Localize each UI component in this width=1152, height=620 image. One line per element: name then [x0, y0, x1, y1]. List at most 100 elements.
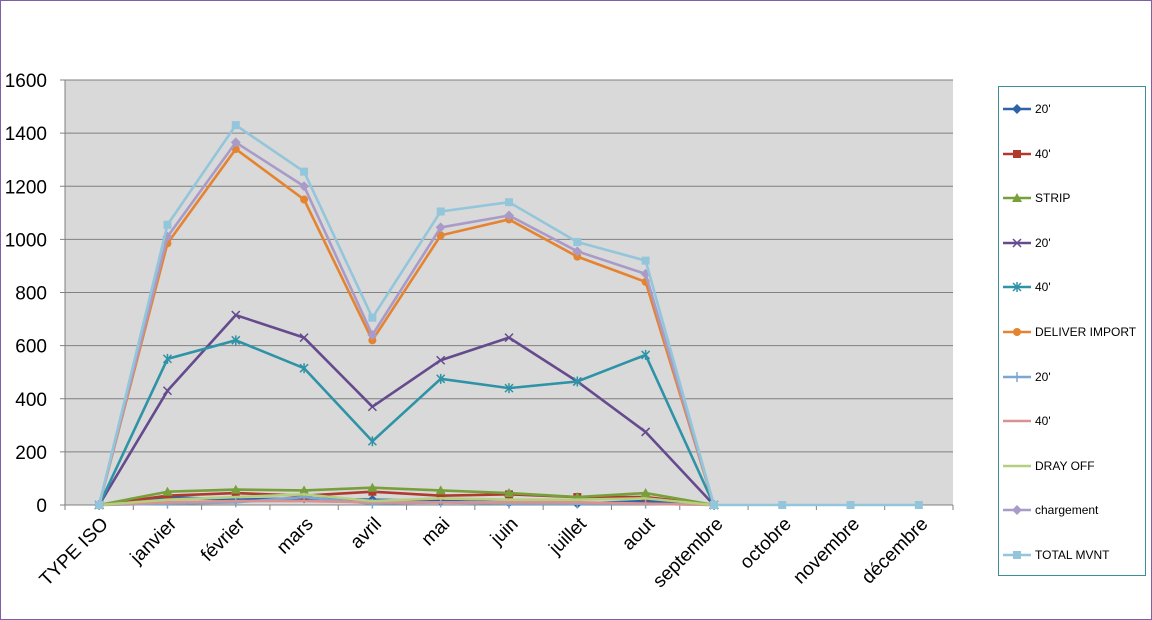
- data-point: [162, 486, 173, 496]
- data-point: [846, 501, 855, 509]
- data-point: [231, 121, 240, 130]
- data-point: [367, 402, 377, 412]
- legend-swatch: [1003, 464, 1031, 468]
- data-point: [778, 501, 787, 509]
- legend-label: TOTAL MVNT: [1035, 548, 1110, 562]
- data-point: [504, 383, 514, 394]
- data-point: [436, 231, 445, 240]
- x-tick-label: février: [197, 513, 250, 566]
- data-point: [641, 427, 651, 437]
- x-tick-label: septembre: [649, 514, 727, 592]
- data-point: [504, 333, 514, 343]
- legend-swatch: [1003, 193, 1031, 203]
- y-tick-label: 600: [15, 337, 47, 358]
- y-tick-label: 800: [15, 284, 47, 305]
- data-point: [231, 335, 241, 346]
- data-point: [299, 333, 309, 343]
- data-point: [573, 252, 582, 261]
- x-tick-label: aout: [618, 513, 660, 555]
- series-line: [98, 313, 715, 506]
- y-tick-label: 0: [36, 496, 47, 517]
- y-tick-label: 1200: [5, 177, 47, 198]
- legend-item: 20': [1003, 99, 1051, 119]
- data-point: [505, 198, 513, 207]
- legend-item: DELIVER IMPORT: [1003, 322, 1136, 342]
- legend-swatch: [1003, 371, 1031, 382]
- legend-label: DRAY OFF: [1035, 458, 1095, 473]
- data-point: [1012, 193, 1022, 203]
- legend-swatch: [1003, 505, 1031, 516]
- x-tick-label: avril: [346, 514, 385, 553]
- data-point: [504, 488, 514, 498]
- series-line: [97, 339, 716, 506]
- data-point: [231, 310, 241, 320]
- legend-item: chargement: [1003, 500, 1098, 520]
- data-point: [1012, 282, 1022, 293]
- legend-item: DRAY OFF: [1003, 456, 1095, 476]
- legend-label: STRIP: [1035, 191, 1071, 206]
- data-point: [436, 491, 445, 500]
- legend-label: 40': [1035, 146, 1051, 161]
- x-tick-label: décembre: [858, 514, 933, 589]
- data-point: [436, 355, 446, 365]
- data-point: [1013, 551, 1021, 559]
- legend-swatch: [1003, 282, 1031, 293]
- data-point: [709, 501, 718, 509]
- legend-swatch: [1003, 104, 1031, 114]
- y-axis: 0 200 400 600 800 1000 1200 1400 1600: [5, 71, 66, 517]
- data-point: [914, 501, 923, 509]
- data-point: [299, 363, 309, 374]
- legend-item: STRIP: [1003, 188, 1070, 208]
- data-point: [1012, 104, 1022, 114]
- data-point: [230, 484, 241, 494]
- data-point: [300, 167, 309, 176]
- y-tick-label: 200: [15, 443, 47, 464]
- y-tick-label: 1000: [5, 230, 47, 251]
- data-point: [367, 330, 378, 340]
- series-line: [97, 141, 716, 506]
- data-point: [368, 313, 377, 322]
- y-tick-label: 1400: [5, 124, 47, 145]
- data-point: [1012, 371, 1022, 382]
- data-point: [162, 386, 172, 396]
- data-point: [641, 349, 651, 360]
- series-line: [99, 493, 715, 507]
- legend-swatch: [1003, 328, 1031, 336]
- legend-label: DELIVER IMPORT: [1035, 325, 1137, 339]
- series-line: [98, 486, 715, 507]
- data-point: [1012, 505, 1022, 516]
- gridlines: [65, 79, 953, 506]
- x-axis: TYPE ISO janvier février mars avril mai juin ju…: [36, 504, 954, 592]
- legend-swatch: [1003, 419, 1031, 423]
- data-point: [1012, 238, 1022, 248]
- legend-swatch: [1003, 238, 1031, 248]
- data-point: [299, 181, 310, 192]
- legend: 20' 40' STRIP 20' 40' DELIVER IMPORT 20' 40' DRA…: [998, 86, 1146, 576]
- data-point: [640, 488, 651, 498]
- legend-swatch: [1003, 551, 1031, 559]
- legend-label: 20': [1035, 102, 1051, 116]
- data-point: [300, 195, 309, 204]
- data-point: [435, 485, 446, 495]
- data-point: [95, 501, 104, 509]
- x-tick-label: novembre: [789, 514, 864, 589]
- series-line: [99, 499, 714, 507]
- y-tick-label: 1600: [5, 71, 47, 92]
- data-point: [504, 210, 514, 221]
- data-point: [436, 373, 446, 384]
- series-10: [95, 121, 923, 509]
- series-8: [99, 493, 715, 507]
- series-line: [97, 147, 716, 506]
- legend-item: 40': [1003, 144, 1051, 164]
- data-point: [299, 485, 310, 495]
- legend-item: 40': [1003, 277, 1051, 297]
- legend-label: chargement: [1035, 503, 1099, 518]
- data-point: [230, 137, 241, 148]
- x-tick-label: TYPE ISO: [36, 514, 113, 591]
- legend-item: 20': [1003, 233, 1051, 253]
- data-point: [163, 220, 172, 229]
- data-point: [573, 238, 582, 247]
- x-tick-label: janvier: [126, 513, 182, 569]
- x-tick-label: mars: [273, 514, 318, 559]
- data-point: [162, 353, 172, 364]
